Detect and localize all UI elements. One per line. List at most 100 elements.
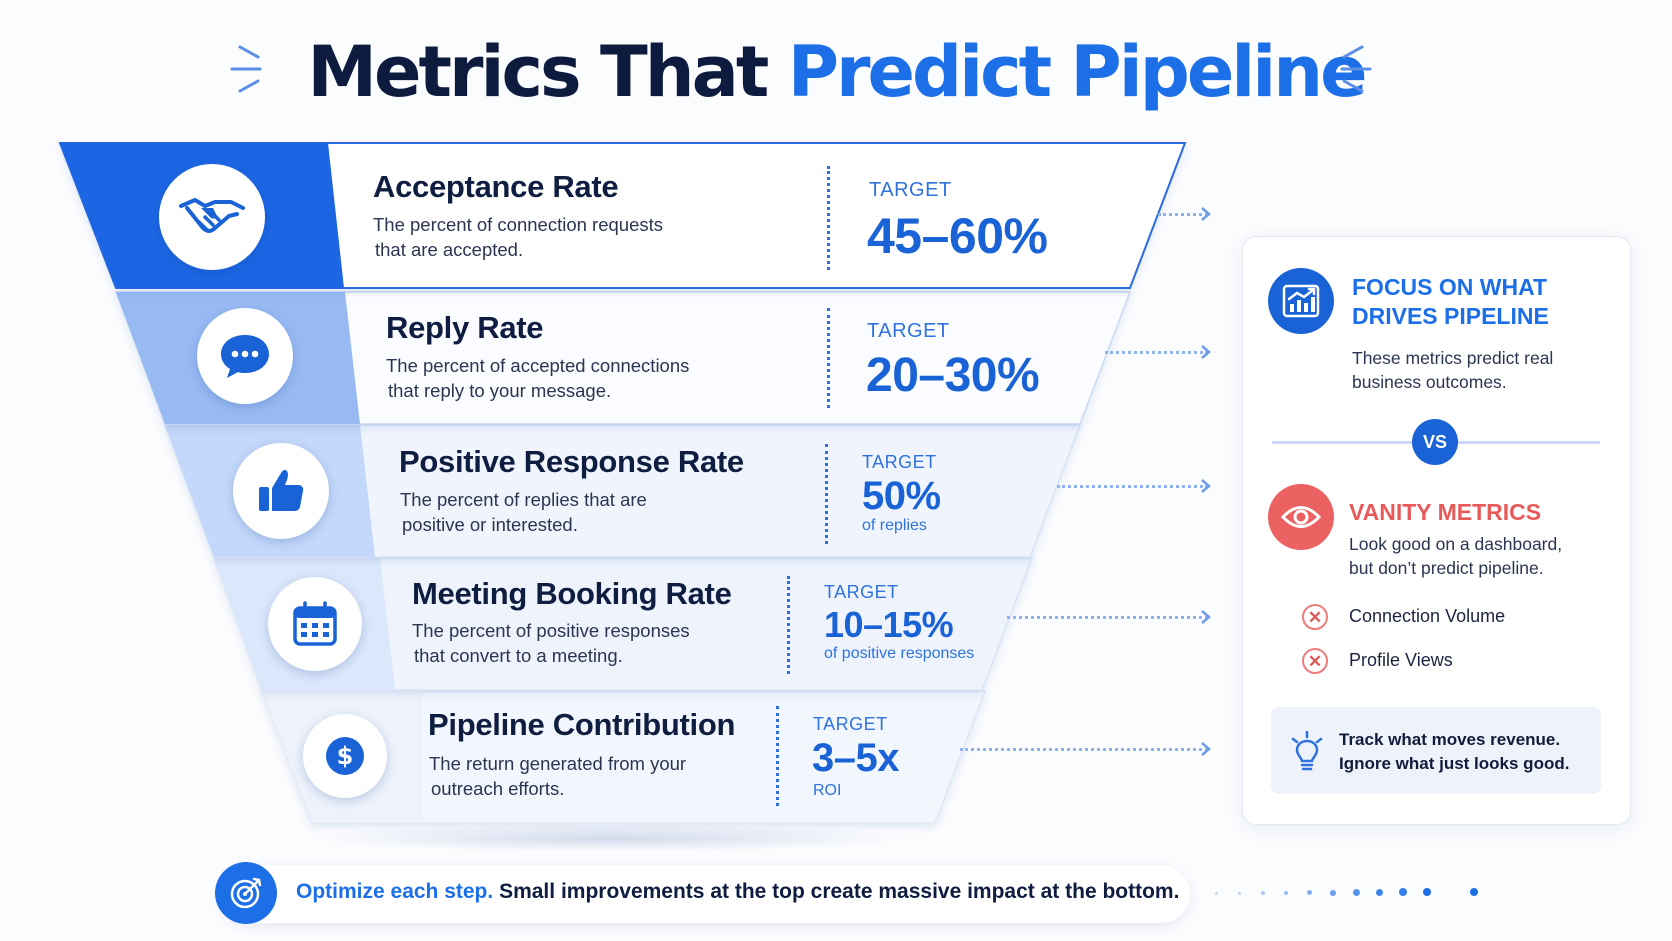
vs-badge: VS	[1412, 419, 1458, 465]
desc-line-2: that are accepted.	[375, 239, 524, 260]
target-sub: of replies	[862, 517, 927, 534]
meeting-icon-badge	[268, 577, 362, 671]
desc-line-1: The return generated from your	[429, 753, 687, 774]
metric-title: Pipeline Contribution	[428, 707, 736, 742]
page-title: Metrics That Predict Pipeline	[0, 28, 1672, 116]
focus-desc-line-2: business outcomes.	[1352, 372, 1507, 392]
focus-description: These metrics predict real business outc…	[1352, 346, 1553, 394]
desc-line-2: positive or interested.	[402, 514, 578, 535]
lightbulb-icon	[1291, 731, 1323, 771]
decor-dot	[1307, 890, 1312, 895]
vanity-title: VANITY METRICS	[1349, 499, 1542, 525]
vanity-desc-line-1: Look good on a dashboard,	[1349, 534, 1563, 554]
focus-title: FOCUS ON WHAT DRIVES PIPELINE	[1352, 273, 1549, 331]
title-part-1: Metrics That	[307, 31, 769, 113]
decor-dot	[1215, 892, 1218, 895]
footer-message: Small improvements at the top create mas…	[499, 880, 1180, 903]
decor-dot	[1238, 892, 1241, 895]
decor-dot	[1423, 888, 1431, 896]
decor-dot	[1284, 891, 1288, 895]
target-label: TARGET	[824, 582, 899, 602]
chat-bubble-icon	[221, 335, 269, 378]
connector-line	[960, 748, 1208, 751]
target-label: TARGET	[813, 714, 888, 734]
decor-dot	[1330, 890, 1336, 896]
metric-description: The percent of connection requests that …	[373, 212, 733, 262]
target-value: 10–15%	[824, 604, 954, 645]
sparkle-left-icon	[230, 45, 262, 93]
metric-description: The percent of positive responses that c…	[412, 618, 772, 668]
focus-icon-badge	[1268, 268, 1334, 334]
decor-dot	[1376, 889, 1383, 896]
funnel-shadow	[310, 824, 910, 852]
metric-description: The return generated from your outreach …	[429, 751, 789, 801]
desc-line-2: that convert to a meeting.	[414, 645, 623, 666]
target-icon	[230, 877, 262, 909]
vanity-desc-line-2: but don’t predict pipeline.	[1349, 558, 1544, 578]
connector-line	[1007, 616, 1208, 619]
tip-line-2: Ignore what just looks good.	[1339, 754, 1570, 773]
desc-line-2: that reply to your message.	[388, 380, 612, 401]
vanity-item: Profile Views	[1349, 650, 1453, 670]
close-icon: ✕	[1302, 604, 1328, 630]
acceptance-icon-badge	[159, 164, 265, 270]
vanity-item: Connection Volume	[1349, 606, 1506, 626]
vanity-icon-badge	[1268, 484, 1334, 550]
desc-line-1: The percent of connection requests	[373, 214, 664, 235]
desc-line-2: outreach efforts.	[431, 778, 565, 799]
close-icon: ✕	[1302, 648, 1328, 674]
metric-description: The percent of accepted connections that…	[386, 353, 746, 403]
arrow-right-icon	[1201, 610, 1211, 624]
connector-line	[1057, 485, 1208, 488]
calendar-icon	[293, 601, 337, 646]
footer-banner	[220, 865, 1190, 923]
tip-box	[1271, 707, 1601, 794]
desc-line-1: The percent of accepted connections	[386, 355, 690, 376]
tip-text: Track what moves revenue. Ignore what ju…	[1339, 728, 1569, 776]
dollar-coin-icon: $	[326, 737, 364, 775]
metric-title: Meeting Booking Rate	[412, 576, 732, 611]
divider	[825, 444, 828, 544]
reply-icon-badge	[197, 308, 293, 404]
metric-description: The percent of replies that are positive…	[400, 487, 760, 537]
thumbs-up-icon	[259, 469, 304, 511]
metric-title: Positive Response Rate	[399, 444, 744, 479]
desc-line-1: The percent of replies that are	[400, 489, 647, 510]
connector-line	[1158, 213, 1208, 216]
pipeline-icon-badge: $	[303, 714, 387, 798]
divider	[827, 308, 830, 408]
positive-icon-badge	[233, 443, 329, 539]
decor-dot	[1470, 888, 1478, 896]
footer-text: Optimize each step. Small improvements a…	[296, 880, 1179, 904]
title-part-2: Predict Pipeline	[787, 31, 1368, 113]
focus-title-line-1: FOCUS ON WHAT	[1352, 274, 1548, 300]
decor-dot	[1261, 891, 1265, 895]
arrow-right-icon	[1201, 345, 1211, 359]
arrow-right-icon	[1201, 207, 1211, 221]
focus-title-line-2: DRIVES PIPELINE	[1352, 303, 1549, 329]
decor-dot	[1353, 889, 1360, 896]
connector-line	[1105, 351, 1208, 354]
target-value: 3–5x	[812, 736, 899, 780]
handshake-icon	[179, 198, 245, 233]
divider	[827, 166, 830, 270]
metric-title: Acceptance Rate	[373, 169, 619, 204]
divider	[787, 576, 790, 674]
tip-line-1: Track what moves revenue.	[1339, 730, 1561, 749]
focus-desc-line-1: These metrics predict real	[1352, 348, 1554, 368]
target-label: TARGET	[867, 320, 950, 342]
target-label: TARGET	[862, 452, 937, 472]
sparkle-right-icon	[1340, 45, 1372, 93]
vanity-description: Look good on a dashboard, but don’t pred…	[1349, 532, 1562, 580]
target-icon-badge	[215, 862, 277, 924]
target-value: 50%	[862, 474, 941, 518]
target-label: TARGET	[869, 179, 952, 201]
desc-line-1: The percent of positive responses	[412, 620, 690, 641]
svg-text:$: $	[337, 742, 354, 770]
arrow-right-icon	[1201, 742, 1211, 756]
arrow-right-icon	[1201, 479, 1211, 493]
footer-highlight: Optimize each step.	[296, 880, 494, 903]
target-sub: of positive responses	[824, 645, 975, 662]
target-value: 45–60%	[867, 208, 1048, 264]
